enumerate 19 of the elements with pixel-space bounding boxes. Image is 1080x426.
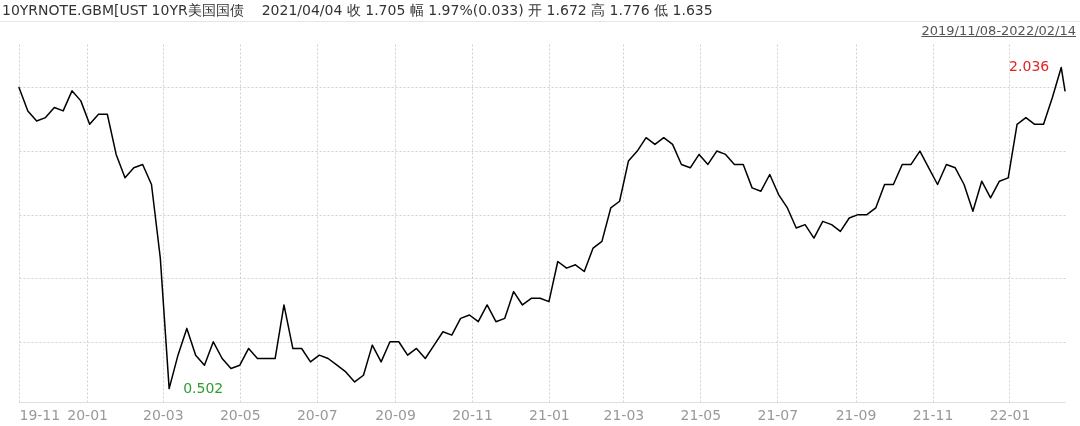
- x-tick-label: 21-01: [529, 406, 570, 423]
- x-tick-label: 20-07: [296, 406, 338, 423]
- x-tick-label: 21-09: [835, 406, 877, 423]
- text: 2019/11/08-2022/02/14: [921, 23, 1076, 38]
- x-tick-label: 20-05: [219, 406, 261, 423]
- x-tick-label: 20-03: [143, 406, 184, 423]
- x-tick-label: 21-05: [680, 406, 722, 423]
- annotation: 0.502: [183, 379, 224, 396]
- x-tick-label: 21-03: [603, 406, 645, 423]
- chart-subtitle: 2021/04/04 收 1.705 幅 1.97%(0.033) 开 1.672 高 1.776 低 1.635: [261, 2, 713, 18]
- x-tick-label: 21-11: [912, 406, 954, 423]
- x-tick-label: 19-11: [19, 406, 61, 423]
- x-tick-label: 22-01: [989, 406, 1031, 423]
- x-tick-label: 20-09: [375, 406, 416, 423]
- chart-title: 10YRNOTE.GBM[UST 10YR美国国债: [2, 2, 244, 18]
- x-tick-label: 21-07: [757, 406, 799, 423]
- x-tick-label: 20-01: [67, 406, 108, 423]
- x-tick-label: 20-11: [452, 406, 493, 423]
- annotation: 2.036: [1009, 58, 1050, 75]
